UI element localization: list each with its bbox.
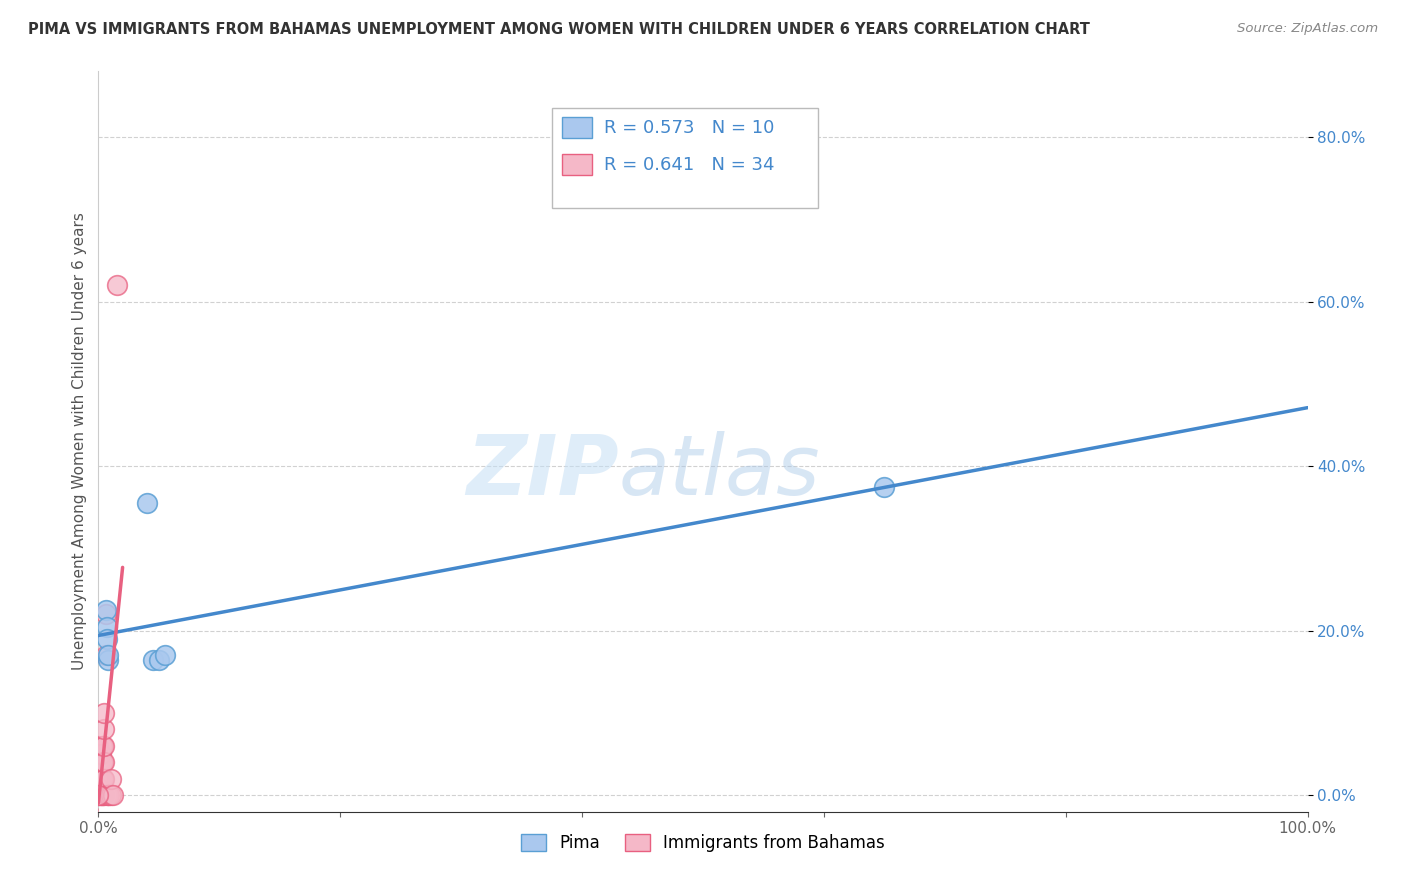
Point bbox=[93, 706, 115, 720]
Point bbox=[90, 747, 112, 761]
Point bbox=[100, 789, 122, 803]
Point bbox=[91, 789, 114, 803]
Text: R = 0.573   N = 10: R = 0.573 N = 10 bbox=[603, 120, 775, 137]
Point bbox=[91, 756, 114, 770]
Point bbox=[87, 780, 110, 794]
Text: ZIP: ZIP bbox=[465, 431, 619, 512]
Point bbox=[96, 619, 118, 633]
Point bbox=[91, 772, 114, 786]
Point bbox=[96, 632, 118, 646]
Point bbox=[93, 756, 115, 770]
Point bbox=[873, 480, 896, 494]
Text: PIMA VS IMMIGRANTS FROM BAHAMAS UNEMPLOYMENT AMONG WOMEN WITH CHILDREN UNDER 6 Y: PIMA VS IMMIGRANTS FROM BAHAMAS UNEMPLOY… bbox=[28, 22, 1090, 37]
Point bbox=[100, 772, 122, 786]
Point bbox=[98, 789, 121, 803]
Point bbox=[101, 789, 124, 803]
Point bbox=[93, 789, 115, 803]
Point bbox=[94, 607, 117, 622]
Point bbox=[87, 756, 110, 770]
Point bbox=[91, 739, 114, 753]
Bar bbox=[551, 109, 818, 209]
Point bbox=[89, 756, 111, 770]
Point bbox=[91, 772, 114, 786]
Point bbox=[142, 652, 165, 666]
Y-axis label: Unemployment Among Women with Children Under 6 years: Unemployment Among Women with Children U… bbox=[72, 212, 87, 671]
Point bbox=[97, 652, 120, 666]
Point bbox=[96, 789, 118, 803]
Point bbox=[148, 652, 170, 666]
Text: R = 0.641   N = 34: R = 0.641 N = 34 bbox=[603, 156, 775, 174]
Point bbox=[91, 739, 114, 753]
Point bbox=[97, 789, 120, 803]
Point bbox=[97, 648, 120, 663]
Bar bbox=[561, 154, 592, 175]
Point bbox=[87, 739, 110, 753]
Point bbox=[89, 789, 111, 803]
Point bbox=[135, 496, 157, 510]
Point bbox=[93, 772, 115, 786]
Point bbox=[87, 789, 110, 803]
Point bbox=[94, 648, 117, 663]
Text: Source: ZipAtlas.com: Source: ZipAtlas.com bbox=[1237, 22, 1378, 36]
Point bbox=[93, 723, 115, 737]
Point bbox=[87, 772, 110, 786]
Point bbox=[91, 789, 114, 803]
Point bbox=[91, 756, 114, 770]
Point bbox=[90, 789, 112, 803]
Bar bbox=[561, 117, 592, 138]
Point bbox=[153, 648, 176, 663]
Point bbox=[93, 739, 115, 753]
Point bbox=[105, 278, 128, 293]
Point bbox=[87, 789, 110, 803]
Point bbox=[89, 772, 111, 786]
Point bbox=[94, 603, 117, 617]
Legend: Pima, Immigrants from Bahamas: Pima, Immigrants from Bahamas bbox=[515, 828, 891, 859]
Text: atlas: atlas bbox=[619, 431, 820, 512]
